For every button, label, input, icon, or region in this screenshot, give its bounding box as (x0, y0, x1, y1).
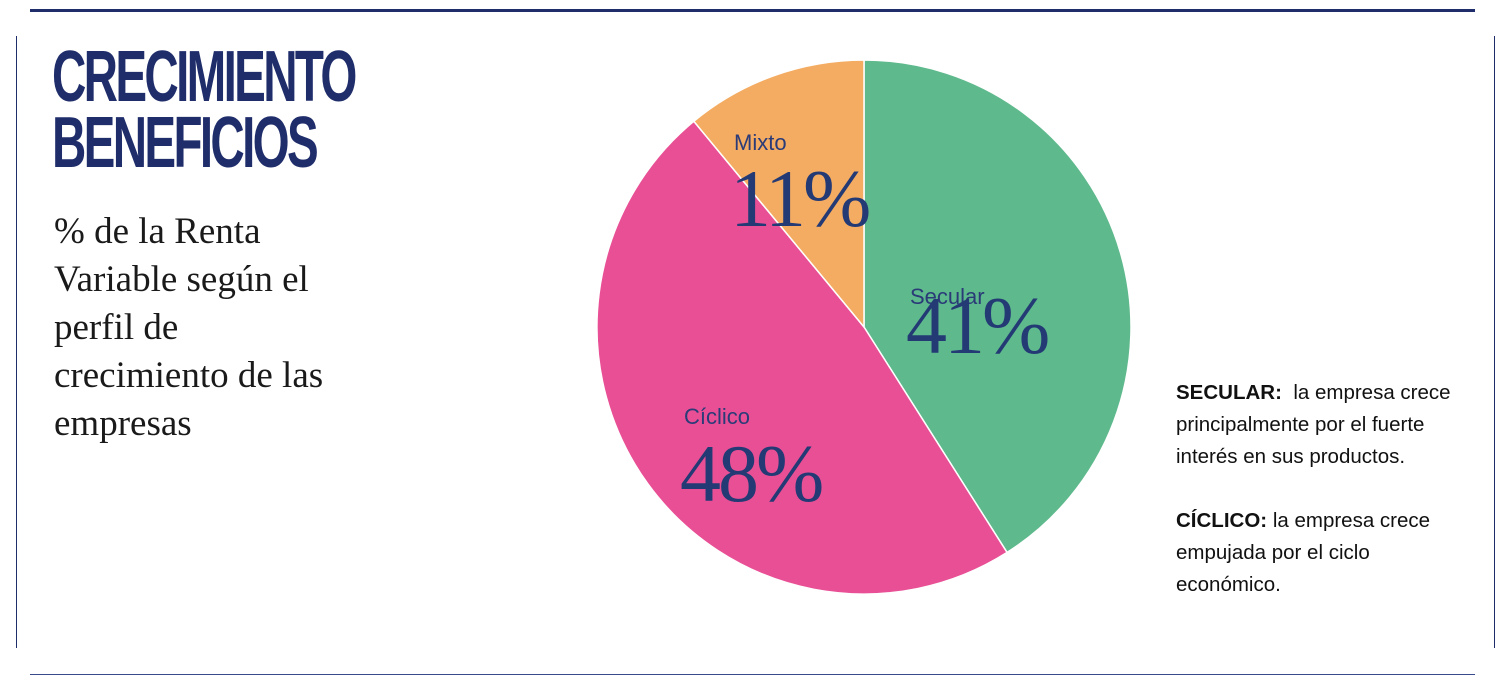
right-border (1494, 36, 1495, 648)
slice-label-ciclico: Cíclico (684, 404, 750, 429)
pie-slice-secular (863, 59, 1132, 554)
slice-label-secular: Secular (910, 284, 985, 309)
title-line-2: BENEFICIOS (52, 103, 319, 183)
left-border (16, 36, 17, 648)
definition-term: CÍCLICO: (1176, 509, 1268, 532)
pie-slice-ciclico (596, 120, 1009, 595)
title-line-1: CRECIMIENTO (52, 37, 357, 117)
definition-text: la empresa crece principalmente por el f… (1176, 381, 1451, 468)
bottom-rule (30, 674, 1475, 675)
definition-ciclico: CÍCLICO: la empresa crece empujada por e… (1176, 505, 1466, 601)
slice-label-mixto: Mixto (734, 130, 787, 155)
chart-subtitle: % de la Renta Variable según el perfil d… (54, 211, 324, 444)
chart-title: CRECIMIENTO BENEFICIOS (52, 37, 357, 183)
slice-value-mixto: 11% (730, 153, 869, 244)
slice-value-ciclico: 48% (680, 428, 822, 519)
definition-secular: SECULAR: la empresa crece principalmente… (1176, 377, 1466, 473)
top-rule (30, 9, 1475, 12)
definitions: SECULAR: la empresa crece principalmente… (1176, 377, 1466, 601)
pie-slice-mixto (692, 59, 865, 330)
definition-term: SECULAR: (1176, 381, 1282, 404)
definition-text: la empresa crece empujada por el ciclo e… (1176, 509, 1431, 596)
slice-value-secular: 41% (906, 280, 1048, 371)
